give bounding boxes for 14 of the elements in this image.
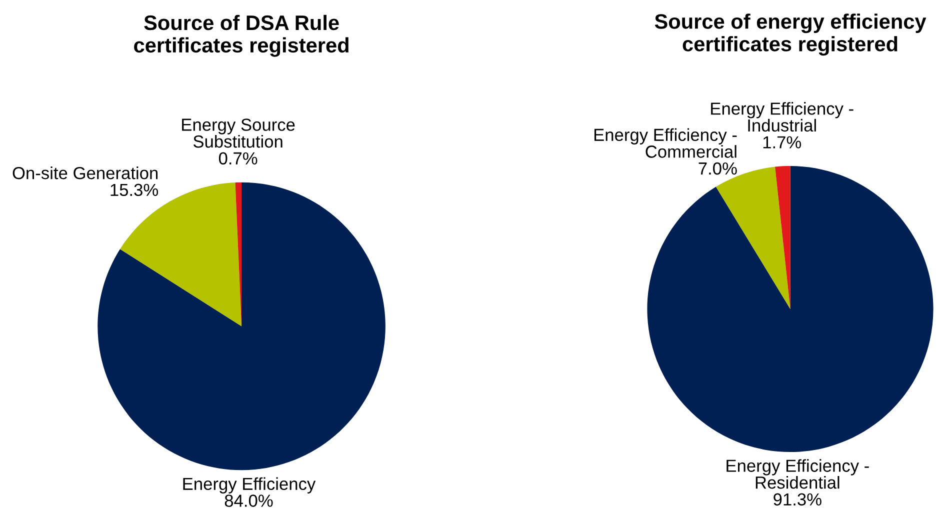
slice-label: On-site Generation: [12, 166, 158, 180]
pie-slice: [775, 166, 790, 309]
data-label: 0.7%: [218, 152, 258, 165]
chart-title: Source of DSA Rule certificates registered: [134, 14, 348, 57]
data-label: 91.3%: [774, 493, 822, 506]
chart-title: Source of energy efficiency certificates registered: [654, 14, 926, 56]
data-label: 84.0%: [224, 494, 273, 507]
data-label: 1.7%: [763, 136, 802, 148]
pie-slice: [98, 182, 386, 470]
slice-label: Energy Efficiency: [183, 477, 316, 494]
data-label: 15.3%: [110, 184, 158, 196]
data-label: 7.0%: [698, 162, 737, 175]
slice-label: Energy Source Substitution: [182, 118, 295, 148]
slice-label: Energy Efficiency - Residential: [726, 459, 869, 489]
